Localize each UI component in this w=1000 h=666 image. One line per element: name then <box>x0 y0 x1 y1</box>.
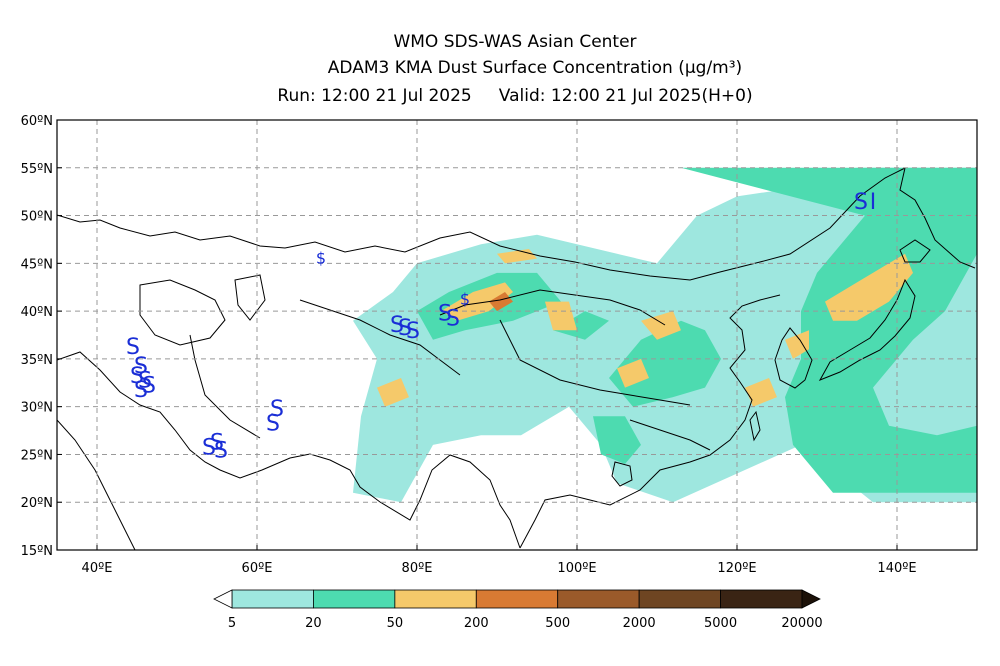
colorbar-level-label: 500 <box>545 616 570 631</box>
dust-region-13 <box>785 330 809 359</box>
dust-weather-symbol: S <box>390 313 404 338</box>
lon-tick-label: 40ºE <box>82 561 113 576</box>
colorbar-level-label: 20 <box>305 616 322 631</box>
colorbar-swatch <box>394 589 477 609</box>
lat-tick-label: 35ºN <box>21 353 53 368</box>
dust-weather-symbol: S <box>446 306 460 331</box>
lat-tick-label: 55ºN <box>21 162 53 177</box>
colorbar-swatch <box>557 589 640 609</box>
lat-tick-label: 25ºN <box>21 448 53 463</box>
dust-weather-symbol: I <box>870 190 877 215</box>
lat-tick-label: 50ºN <box>21 210 53 225</box>
colorbar-level-label: 200 <box>464 616 489 631</box>
dust-weather-symbol: S <box>266 412 280 437</box>
dust-region-12 <box>825 253 913 321</box>
graticule <box>57 120 977 550</box>
colorbar-swatch <box>638 589 721 609</box>
dust-weather-symbol: S <box>438 302 452 327</box>
dust-weather-symbol: S <box>142 373 156 398</box>
valid-label: Valid: <box>498 86 546 106</box>
dust-weather-symbol: S <box>214 438 228 463</box>
dust-weather-symbol: S <box>210 431 224 456</box>
lat-tick-label: 45ºN <box>21 257 53 272</box>
dust-weather-symbol: S <box>270 397 284 422</box>
dust-weather-symbol: S <box>202 435 216 460</box>
header-run-valid: Run: 12:00 21 Jul 2025 Valid: 12:00 21 J… <box>15 86 1000 106</box>
dust-region-7 <box>441 282 513 321</box>
colorbar-swatch <box>313 589 396 609</box>
dust-region-2 <box>681 167 977 493</box>
dust-weather-symbol: S <box>134 378 148 403</box>
dust-region-4 <box>609 320 721 407</box>
lat-tick-label: 40ºN <box>21 305 53 320</box>
run-label: Run: <box>277 86 316 106</box>
dust-region-5 <box>593 416 641 464</box>
dust-region-6 <box>553 311 609 340</box>
colorbar-swatch <box>720 589 803 609</box>
colorbar-swatch <box>475 589 559 609</box>
colorbar-over-arrow <box>801 589 821 609</box>
dust-weather-symbol: S <box>854 190 868 215</box>
dust-weather-symbol: $ <box>316 248 326 267</box>
header-title: WMO SDS-WAS Asian Center <box>393 32 637 52</box>
dust-region-16 <box>489 292 513 312</box>
dust-weather-symbol: S <box>126 335 140 360</box>
colorbar-level-label: 5 <box>228 616 236 631</box>
dust-weather-symbol: S <box>398 316 412 341</box>
colorbar-level-label: 5000 <box>704 616 737 631</box>
dust-region-11 <box>617 358 649 388</box>
lon-tick-label: 100ºE <box>557 561 596 576</box>
dust-region-15 <box>377 378 409 407</box>
header-subtitle: ADAM3 KMA Dust Surface Concentration (μg… <box>327 58 743 78</box>
axis-ticks: 15ºN 20ºN 25ºN 30ºN 35ºN 40ºN 45ºN 50ºN 55ºN 60ºN… <box>21 114 917 576</box>
colorbar-level-label: 2000 <box>623 616 656 631</box>
colorbar-level-label: 50 <box>387 616 404 631</box>
colorbar: 5 20 50 200 500 2000 5000 20000 <box>213 589 823 631</box>
lat-tick-label: 30ºN <box>21 401 53 416</box>
lat-tick-label: 60ºN <box>21 114 53 129</box>
colorbar-under-arrow <box>213 589 233 609</box>
valid-time: 12:00 21 Jul 2025(H+0) <box>550 86 753 106</box>
dust-region-1 <box>537 272 641 331</box>
lon-tick-label: 60ºE <box>242 561 273 576</box>
colorbar-level-label: 20000 <box>781 616 822 631</box>
colorbar-swatch <box>231 589 314 609</box>
lat-tick-label: 20ºN <box>21 496 53 511</box>
lon-tick-label: 120ºE <box>717 561 756 576</box>
dust-weather-symbol: S <box>130 364 144 389</box>
dust-weather-symbol: S <box>406 319 420 344</box>
concentration-field <box>353 167 977 503</box>
lon-tick-label: 140ºE <box>877 561 916 576</box>
lon-tick-label: 80ºE <box>402 561 433 576</box>
dust-weather-symbol: $ <box>460 289 470 308</box>
lat-tick-label: 15ºN <box>21 544 53 559</box>
dust-region-14 <box>745 378 777 407</box>
dust-region-10 <box>641 311 681 340</box>
plot-frame <box>56 119 978 551</box>
run-time: 12:00 21 Jul 2025 <box>321 86 472 106</box>
dust-weather-symbol: S <box>138 369 152 394</box>
dust-region-9 <box>545 301 577 331</box>
dust-weather-symbol: S <box>134 354 148 379</box>
